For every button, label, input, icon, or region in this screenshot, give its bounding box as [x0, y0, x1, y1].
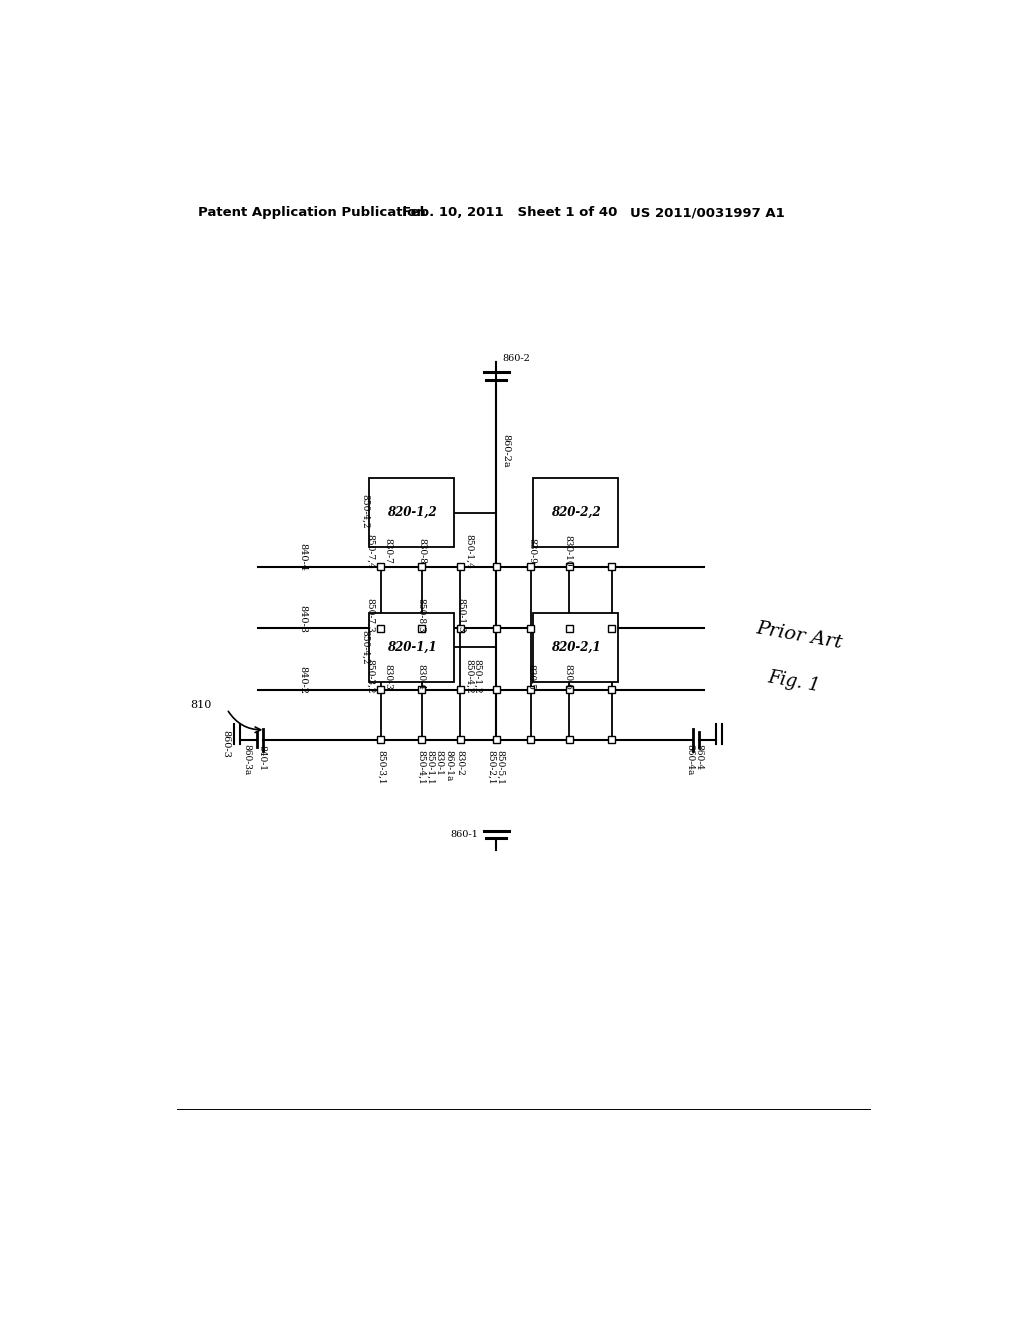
Text: US 2011/0031997 A1: US 2011/0031997 A1: [630, 206, 784, 219]
Text: 820-2,2: 820-2,2: [551, 506, 600, 519]
Text: 860-1a: 860-1a: [444, 750, 454, 781]
Bar: [457, 737, 464, 743]
Text: 850-3,1: 850-3,1: [377, 750, 386, 784]
Bar: [608, 624, 615, 631]
Text: 830-10: 830-10: [563, 536, 572, 566]
Bar: [418, 624, 425, 631]
Bar: [534, 478, 617, 548]
Text: 860-3: 860-3: [221, 730, 230, 758]
Text: 860-1: 860-1: [451, 830, 478, 840]
Bar: [493, 737, 500, 743]
Text: 830-6: 830-6: [563, 664, 572, 689]
Text: Prior Art: Prior Art: [755, 619, 844, 652]
Text: Fig. 1: Fig. 1: [766, 668, 821, 696]
Text: 860-2a: 860-2a: [501, 434, 510, 467]
Text: 850-7,3: 850-7,3: [366, 598, 375, 632]
Bar: [527, 686, 535, 693]
Bar: [493, 686, 500, 693]
Text: 830-3: 830-3: [383, 664, 392, 689]
Bar: [378, 686, 384, 693]
Bar: [378, 737, 384, 743]
Text: Feb. 10, 2011   Sheet 1 of 40: Feb. 10, 2011 Sheet 1 of 40: [401, 206, 617, 219]
Text: 840-3: 840-3: [299, 605, 307, 632]
Bar: [418, 686, 425, 693]
Text: 820-2,1: 820-2,1: [551, 640, 600, 653]
Text: 850-7,4: 850-7,4: [366, 533, 375, 569]
Bar: [493, 624, 500, 631]
Text: 850-1,1: 850-1,1: [425, 750, 434, 784]
Text: 860-3a: 860-3a: [243, 743, 251, 775]
Bar: [370, 612, 454, 682]
Text: 860-4a: 860-4a: [685, 743, 694, 775]
Text: 820-1,2: 820-1,2: [387, 506, 436, 519]
Text: 830-4: 830-4: [416, 664, 425, 689]
Bar: [566, 686, 572, 693]
Text: 840-1: 840-1: [258, 744, 266, 771]
Text: 850-4,1: 850-4,1: [417, 750, 426, 784]
Bar: [608, 686, 615, 693]
Bar: [378, 564, 384, 570]
Text: 850-1,2: 850-1,2: [472, 659, 481, 694]
Text: 850-3,2: 850-3,2: [366, 660, 375, 694]
Bar: [608, 564, 615, 570]
Text: 810: 810: [190, 700, 211, 710]
Bar: [457, 686, 464, 693]
Text: 860-4: 860-4: [694, 743, 703, 770]
Bar: [534, 612, 617, 682]
Bar: [566, 624, 572, 631]
Text: Patent Application Publication: Patent Application Publication: [199, 206, 426, 219]
Text: 850-5,1: 850-5,1: [496, 750, 505, 784]
Text: 850-8,3: 850-8,3: [417, 598, 426, 632]
Text: 850-2,1: 850-2,1: [486, 750, 496, 784]
Bar: [566, 564, 572, 570]
Text: 840-4: 840-4: [299, 544, 307, 572]
Text: 830-8: 830-8: [418, 539, 427, 564]
Text: 850-1,4: 850-1,4: [465, 533, 474, 569]
Bar: [418, 737, 425, 743]
Bar: [493, 564, 500, 570]
Text: 850-4,2: 850-4,2: [360, 630, 370, 665]
Text: 830-7: 830-7: [383, 539, 392, 564]
Text: 850-4,2: 850-4,2: [465, 659, 474, 694]
Bar: [566, 737, 572, 743]
Bar: [527, 737, 535, 743]
Bar: [370, 478, 454, 548]
Bar: [457, 624, 464, 631]
Text: 850-1,3: 850-1,3: [457, 598, 466, 632]
Text: 830-5: 830-5: [526, 664, 536, 689]
Text: 860-2: 860-2: [503, 354, 530, 363]
Bar: [608, 737, 615, 743]
Text: 820-1,1: 820-1,1: [387, 640, 436, 653]
Bar: [527, 624, 535, 631]
Bar: [418, 564, 425, 570]
Text: 840-2: 840-2: [299, 667, 307, 694]
Text: 850-4,2: 850-4,2: [360, 494, 370, 528]
Text: 830-2: 830-2: [456, 750, 465, 776]
Bar: [457, 564, 464, 570]
Text: 830-1: 830-1: [434, 750, 443, 776]
Bar: [527, 564, 535, 570]
Text: 830-9: 830-9: [527, 539, 537, 564]
Bar: [378, 624, 384, 631]
